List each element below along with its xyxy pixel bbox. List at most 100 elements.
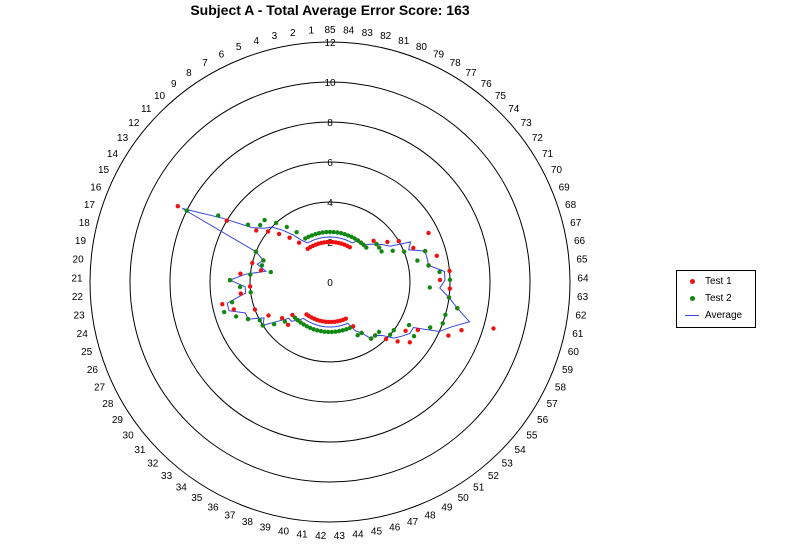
test2-point [304, 324, 310, 329]
angular-tick-label: 50 [458, 493, 470, 504]
angular-tick-label: 63 [577, 292, 589, 303]
angular-tick-label: 48 [424, 510, 436, 521]
test2-point [233, 314, 239, 319]
angular-tick-label: 66 [574, 236, 586, 247]
test2-point [237, 284, 243, 290]
test2-point [322, 329, 327, 334]
test2-point [268, 269, 273, 275]
test2-point [308, 325, 313, 331]
test2-point [327, 229, 333, 235]
test2-point [261, 258, 266, 263]
test2-point [391, 328, 396, 333]
test2-point [324, 229, 329, 235]
test1-point [258, 268, 264, 273]
angular-tick-label: 22 [72, 292, 84, 303]
test2-point [359, 330, 364, 336]
angular-tick-label: 14 [107, 149, 119, 160]
angular-tick-label: 79 [433, 49, 445, 60]
ring-8 [169, 121, 491, 443]
radial-tick-label: 10 [324, 78, 336, 89]
radial-tick-labels: 024681012 [324, 38, 336, 289]
test1-point [371, 238, 376, 243]
test2-point [390, 248, 395, 253]
angular-tick-label: 52 [488, 471, 500, 482]
radial-tick-label: 6 [327, 158, 333, 169]
angular-tick-label: 70 [551, 165, 563, 176]
angular-tick-label: 67 [570, 218, 582, 229]
ring-12 [89, 41, 571, 523]
test2-point [245, 316, 251, 322]
test2-point [440, 321, 445, 326]
angular-tick-label: 4 [253, 36, 259, 47]
test2-point [284, 224, 289, 230]
test1-point [296, 240, 302, 245]
test1-point [305, 246, 310, 251]
average-line-icon [685, 315, 699, 316]
radial-tick-label: 4 [327, 198, 333, 209]
angular-tick-label: 53 [502, 459, 514, 470]
angular-tick-label: 45 [371, 527, 383, 538]
angular-tick-label: 21 [71, 273, 83, 284]
test2-point [427, 285, 432, 290]
angular-tick-label: 17 [84, 200, 96, 211]
angular-tick-label: 44 [352, 529, 364, 540]
test2-point [184, 208, 189, 213]
angular-tick-label: 68 [565, 200, 577, 211]
legend-item-average: Average [677, 309, 755, 323]
test1-point [437, 277, 443, 283]
radial-tick-label: 12 [324, 38, 336, 49]
test1-point [395, 339, 400, 344]
test2-point [245, 222, 251, 227]
test1-point [403, 328, 408, 333]
angular-tick-label: 32 [147, 459, 159, 470]
test2-point [446, 295, 452, 300]
legend-label-average: Average [705, 310, 743, 321]
test2-point [326, 329, 331, 335]
angular-tick-label: 11 [141, 104, 152, 115]
test1-point [446, 333, 451, 338]
test2-point [349, 234, 354, 239]
legend-label-test2: Test 2 [705, 293, 732, 304]
test2-point [257, 318, 262, 323]
test1-point [265, 229, 271, 234]
angular-tick-label: 85 [324, 25, 336, 36]
test2-point [415, 258, 420, 263]
angular-tick-label: 57 [547, 399, 559, 410]
test2-point [229, 300, 235, 305]
angular-tick-label: 46 [389, 523, 401, 534]
angular-tick-label: 61 [572, 329, 584, 340]
test1-point [247, 284, 253, 289]
angular-tick-label: 8 [186, 68, 192, 79]
test2-point [447, 277, 453, 282]
test2-point [345, 233, 351, 238]
radial-gridlines [89, 41, 571, 523]
test2-point [303, 236, 308, 241]
angular-tick-label: 76 [481, 79, 493, 90]
angular-tick-label: 24 [77, 329, 89, 340]
legend: Test 1 Test 2 Average [676, 270, 756, 328]
test2-point [258, 222, 263, 228]
test2-point [342, 232, 347, 237]
angular-tick-label: 41 [296, 529, 308, 540]
test1-point [175, 204, 180, 209]
test1-point [426, 230, 431, 236]
angular-tick-label: 39 [260, 523, 272, 534]
test2-point [331, 229, 336, 235]
angular-tick-label: 29 [112, 415, 124, 426]
test2-point [227, 278, 233, 283]
angular-tick-label: 82 [380, 31, 392, 42]
test2-point [313, 232, 318, 237]
angular-tick-label: 2 [290, 28, 296, 39]
angular-tick-label: 43 [334, 531, 346, 542]
test1-point [447, 268, 452, 274]
test2-point [368, 336, 374, 341]
angular-tick-label: 60 [568, 347, 580, 358]
test2-point [216, 213, 221, 218]
angular-tick-label: 59 [562, 365, 574, 376]
test2-point [253, 249, 259, 254]
angular-tick-label: 1 [309, 26, 315, 37]
angular-tick-label: 37 [224, 510, 236, 521]
angular-tick-label: 3 [272, 31, 278, 42]
angular-tick-label: 9 [171, 79, 177, 90]
